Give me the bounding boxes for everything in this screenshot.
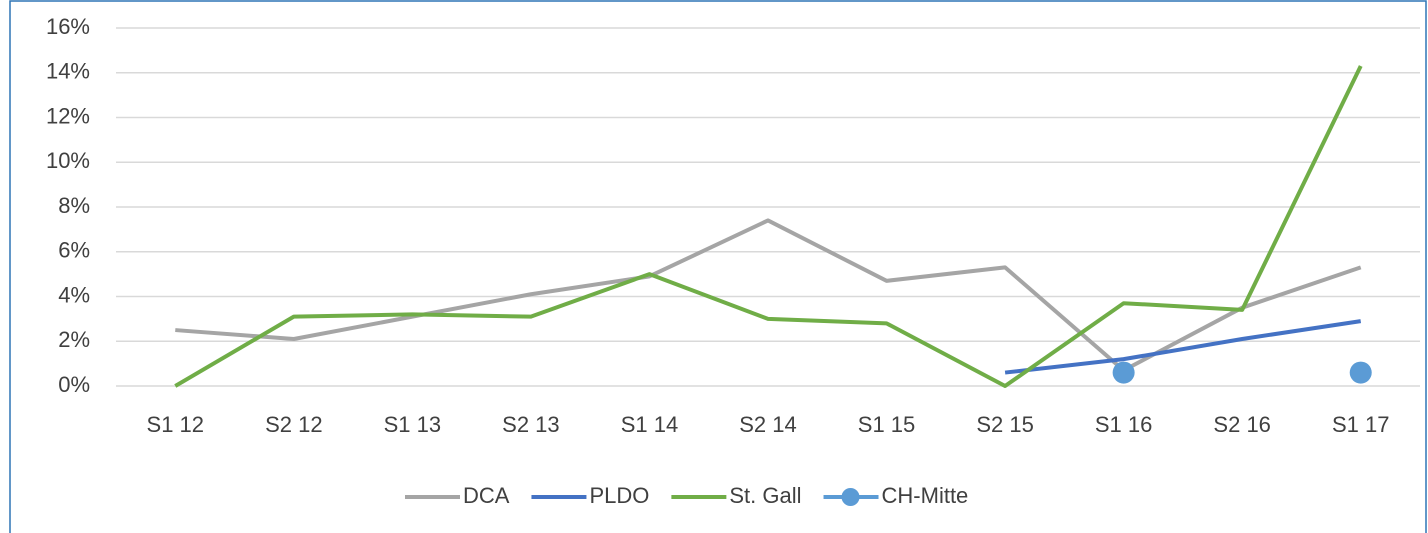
chart-border bbox=[9, 0, 1427, 533]
y-tick-label: 12% bbox=[46, 103, 90, 128]
series-line bbox=[1004, 319, 1362, 375]
series-marker bbox=[1349, 361, 1372, 384]
y-tick-label: 0% bbox=[58, 372, 90, 397]
x-tick-label: S1 17 bbox=[1332, 412, 1390, 437]
x-tick-label: S1 16 bbox=[1095, 412, 1153, 437]
x-tick-label: S2 15 bbox=[976, 412, 1034, 437]
x-tick-label: S2 12 bbox=[265, 412, 323, 437]
x-tick-label: S2 13 bbox=[502, 412, 560, 437]
legend-label: PLDO bbox=[589, 483, 649, 508]
x-tick-label: S2 14 bbox=[739, 412, 797, 437]
y-tick-label: 6% bbox=[58, 238, 90, 263]
legend-label: DCA bbox=[463, 483, 510, 508]
x-tick-label: S1 13 bbox=[384, 412, 442, 437]
y-tick-label: 2% bbox=[58, 327, 90, 352]
x-tick-label: S1 12 bbox=[147, 412, 205, 437]
x-tick-label: S2 16 bbox=[1213, 412, 1271, 437]
series-line bbox=[174, 65, 1363, 388]
y-tick-label: 10% bbox=[46, 148, 90, 173]
y-tick-label: 8% bbox=[58, 193, 90, 218]
y-tick-label: 4% bbox=[58, 282, 90, 307]
legend-label: St. Gall bbox=[729, 483, 801, 508]
y-tick-label: 14% bbox=[46, 59, 90, 84]
legend-marker bbox=[841, 488, 860, 506]
y-tick-label: 16% bbox=[46, 14, 90, 39]
x-tick-label: S1 15 bbox=[858, 412, 916, 437]
series-line bbox=[175, 218, 1362, 373]
x-tick-label: S1 14 bbox=[621, 412, 679, 437]
legend-label: CH-Mitte bbox=[882, 483, 969, 508]
series-marker bbox=[1112, 361, 1135, 384]
